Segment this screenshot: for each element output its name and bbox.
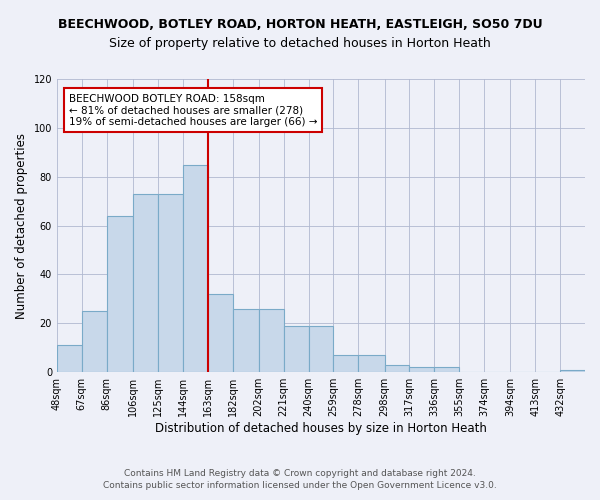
Text: BEECHWOOD BOTLEY ROAD: 158sqm
← 81% of detached houses are smaller (278)
19% of : BEECHWOOD BOTLEY ROAD: 158sqm ← 81% of d… (69, 94, 317, 127)
Text: Size of property relative to detached houses in Horton Heath: Size of property relative to detached ho… (109, 38, 491, 51)
Bar (133, 194, 158, 372)
Bar (233, 308, 259, 372)
Bar (82, 311, 107, 372)
Bar (57, 346, 82, 372)
Bar (560, 370, 585, 372)
Bar (434, 368, 459, 372)
Bar (385, 365, 409, 372)
Bar (334, 355, 358, 372)
Bar (183, 164, 208, 372)
Bar (208, 294, 233, 372)
Bar (409, 368, 434, 372)
Text: BEECHWOOD, BOTLEY ROAD, HORTON HEATH, EASTLEIGH, SO50 7DU: BEECHWOOD, BOTLEY ROAD, HORTON HEATH, EA… (58, 18, 542, 30)
X-axis label: Distribution of detached houses by size in Horton Heath: Distribution of detached houses by size … (155, 422, 487, 435)
Bar (158, 194, 183, 372)
Bar (358, 355, 385, 372)
Bar (284, 326, 308, 372)
Text: Contains HM Land Registry data © Crown copyright and database right 2024.
Contai: Contains HM Land Registry data © Crown c… (103, 468, 497, 490)
Y-axis label: Number of detached properties: Number of detached properties (15, 132, 28, 318)
Bar (308, 326, 334, 372)
Bar (107, 216, 133, 372)
Bar (259, 308, 284, 372)
